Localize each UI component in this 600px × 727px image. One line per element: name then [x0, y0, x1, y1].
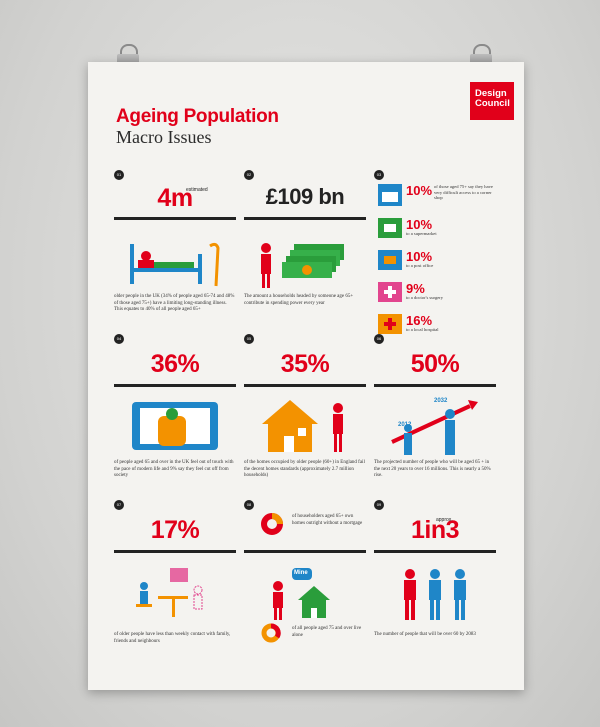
number-badge: 02	[244, 170, 254, 180]
mine-bubble-label: Mine	[294, 570, 308, 576]
access-text-5: to a local hospital	[406, 327, 439, 332]
stat-cell-4: 04 36% of people aged 65 and over in the…	[114, 334, 236, 484]
ownership-text: of householders aged 65+ own homes outri…	[292, 514, 363, 526]
divider-bar	[114, 550, 236, 553]
stat-caption: The number of people that will be over 6…	[374, 632, 476, 637]
stat-caption: The projected number of people who will …	[374, 460, 491, 478]
divider-bar	[114, 217, 236, 220]
lonely-table-icon	[136, 568, 203, 617]
divider-bar	[114, 384, 236, 387]
estimated-label: estimated	[186, 187, 208, 193]
stat-caption: older people in the UK (34% of people ag…	[114, 294, 235, 312]
number-badge: 06	[374, 334, 384, 344]
bed-illness-icon	[130, 242, 220, 287]
logo-line2: Council	[475, 98, 510, 109]
stat-value: 35%	[280, 350, 330, 378]
house-person-icon	[262, 400, 343, 452]
divider-bar	[244, 384, 366, 387]
stat-cell-3: 03 10% of those aged 75+ say they have v…	[374, 170, 496, 334]
poster-subtitle: Macro Issues	[116, 127, 212, 147]
stat-cell-2: 02 £109 bn The amount a households heade…	[244, 170, 366, 310]
stat-value: £109 bn	[265, 184, 345, 209]
stat-value: 17%	[150, 516, 200, 544]
access-text-4: to a doctor's surgery	[406, 295, 444, 300]
access-pct-2: 10%	[406, 217, 433, 232]
year-end-label: 2032	[434, 398, 448, 404]
divider-bar	[374, 384, 496, 387]
access-text-3: to a post office	[406, 263, 434, 268]
hospital-icon	[378, 314, 402, 334]
stat-cell-1: 01 4m estimated older people in the UK (…	[114, 170, 236, 312]
stat-value-text: 4m	[157, 184, 193, 212]
number-badge: 04	[114, 334, 124, 344]
living-alone-text: of all people aged 75 and over live alon…	[292, 626, 362, 638]
three-people-icon	[404, 569, 466, 620]
number-badge: 01	[114, 170, 124, 180]
approx-label: approx.	[436, 517, 453, 523]
access-pct-5: 16%	[406, 313, 433, 328]
infographic-poster: Design Council Ageing Population Macro I…	[88, 62, 524, 690]
corner-shop-icon	[378, 184, 402, 206]
doctors-surgery-icon	[378, 282, 402, 302]
stat-value: 50%	[410, 350, 460, 378]
post-office-icon	[378, 250, 402, 270]
stat-caption: of older people have less than weekly co…	[114, 632, 231, 644]
stat-cell-9: 09 1in3 approx. The number of people tha…	[374, 500, 496, 650]
supermarket-icon	[378, 218, 402, 238]
access-pct-3: 10%	[406, 249, 433, 264]
access-text-2: to a supermarket	[406, 231, 437, 236]
access-text-1: of those aged 75+ say they have very dif…	[434, 184, 493, 200]
stat-value: 1in3	[410, 516, 460, 544]
number-badge: 03	[374, 170, 384, 180]
stat-caption: of people aged 65 and over in the UK fee…	[114, 460, 234, 478]
poster-title: Ageing Population	[116, 106, 279, 127]
access-pct-1: 10%	[406, 183, 433, 198]
stat-cell-8: 08 of householders aged 65+ own homes ou…	[244, 500, 366, 650]
homeowner-icon	[273, 568, 330, 620]
year-start-label: 2012	[398, 422, 412, 428]
population-rise-icon	[391, 400, 478, 455]
divider-bar	[374, 550, 496, 553]
stat-value: 4m	[114, 184, 236, 213]
number-badge: 05	[244, 334, 254, 344]
living-alone-donut-icon	[261, 623, 281, 643]
tablet-hand-icon	[132, 402, 218, 450]
stat-value: 36%	[150, 350, 200, 378]
number-badge: 08	[244, 500, 254, 510]
access-pct-4: 9%	[406, 281, 425, 296]
logo-line1: Design	[475, 88, 507, 99]
design-council-logo: Design Council	[470, 82, 514, 120]
stat-cell-5: 05 35% of the homes occupied by older pe…	[244, 334, 366, 484]
ownership-donut-icon	[261, 513, 283, 535]
stat-caption: of the homes occupied by older people (6…	[244, 460, 365, 478]
divider-bar	[244, 217, 366, 220]
stat-cell-6: 06 50% 2012 2032 The projected number of…	[374, 334, 496, 484]
stat-caption: The amount a households headed by someon…	[244, 294, 354, 306]
number-badge: 09	[374, 500, 384, 510]
number-badge: 07	[114, 500, 124, 510]
stat-cell-7: 07 17% of older people have less than we…	[114, 500, 236, 650]
divider-bar	[244, 550, 366, 553]
money-icon	[261, 243, 344, 288]
